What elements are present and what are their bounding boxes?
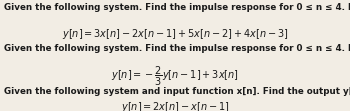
Text: $y[n] = -\dfrac{2}{3}y[n-1] + 3x[n]$: $y[n] = -\dfrac{2}{3}y[n-1] + 3x[n]$ — [111, 65, 239, 88]
Text: Given the following system. Find the impulse response for 0 ≤ n ≤ 4. Is the syst: Given the following system. Find the imp… — [4, 44, 350, 53]
Text: Given the following system and input function x[n]. Find the output y[n].: Given the following system and input fun… — [4, 87, 350, 96]
Text: $y[n] = 2x[n] - x[n-1]$: $y[n] = 2x[n] - x[n-1]$ — [121, 100, 229, 111]
Text: Given the following system. Find the impulse response for 0 ≤ n ≤ 4. Is the syst: Given the following system. Find the imp… — [4, 3, 350, 12]
Text: $y[n] = 3x[n] - 2x[n-1] + 5x[n-2] + 4x[n-3]$: $y[n] = 3x[n] - 2x[n-1] + 5x[n-2] + 4x[n… — [62, 27, 288, 41]
